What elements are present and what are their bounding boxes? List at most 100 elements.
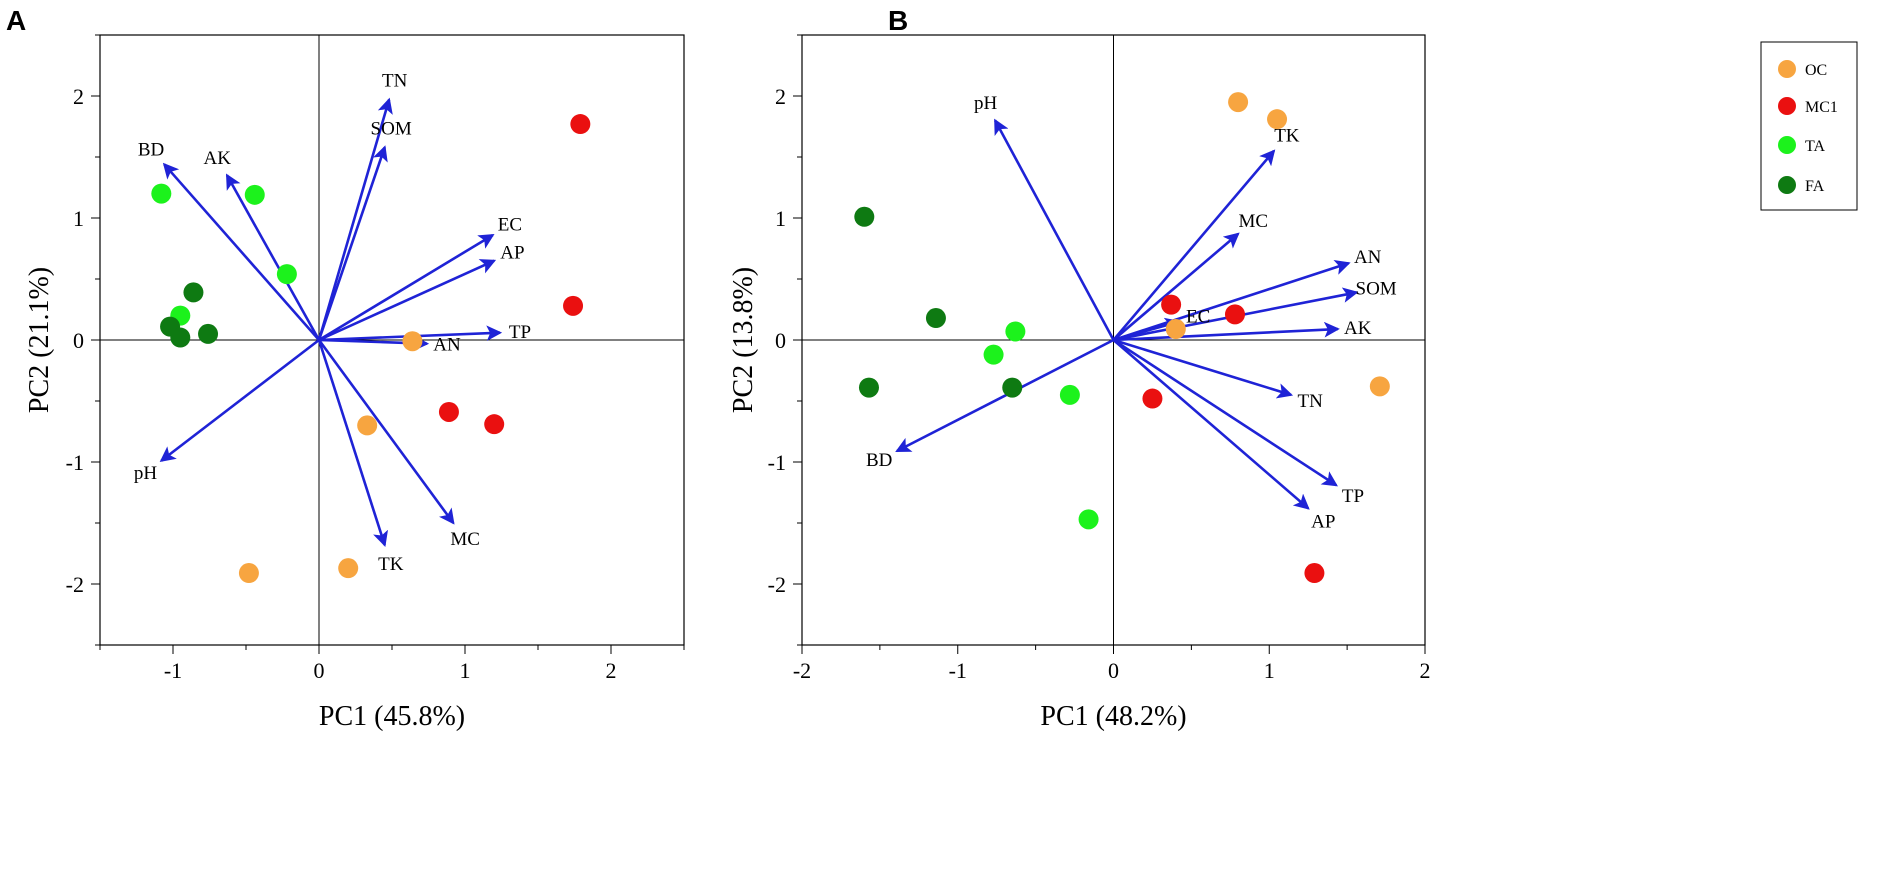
panel-b-vector-mc (1112, 232, 1240, 341)
panel-b-x-tick-label: -2 (793, 658, 811, 683)
panel-a-x-axis-title: PC1 (45.8%) (319, 701, 465, 732)
panel-b-vector-tk (1112, 149, 1276, 341)
panel-a-vector-label-mc: MC (450, 529, 480, 550)
panel-a-vector-ph (159, 338, 320, 463)
panel-a-point-mc1-3 (438, 401, 459, 422)
legend-label-oc: OC (1805, 62, 1827, 79)
legend-frame (1760, 41, 1858, 211)
panel-b-point-oc-2 (1267, 109, 1288, 130)
panel-b-point-fa-3 (858, 377, 879, 398)
panel-a-point-oc-3 (238, 563, 259, 584)
panel-a-x-tick-label: 2 (606, 658, 617, 683)
panel-b-vector-tp (1112, 338, 1338, 487)
panel-b-vector-label-mc: MC (1239, 211, 1269, 232)
panel-a-letter: A (6, 5, 26, 36)
panel-a-point-oc-4 (338, 558, 359, 579)
panel-a-point-mc1-2 (563, 295, 584, 316)
panel-b-vector-an (1113, 259, 1351, 342)
panel-b-y-tick-label: 2 (775, 84, 786, 109)
panel-b-vector-bd (895, 338, 1115, 453)
panel-a-vector-ak (225, 173, 321, 341)
panel-b-point-mc1-3 (1142, 388, 1163, 409)
panel-b-x-tick-label: 2 (1420, 658, 1431, 683)
panel-a-y-axis-title: PC2 (21.1%) (24, 267, 55, 413)
panel-a-point-fa-1 (183, 282, 204, 303)
panel-b-point-fa-1 (854, 206, 875, 227)
panel-a-vector-ec (318, 233, 495, 342)
panel-b-vector-tn (1113, 338, 1294, 399)
panel-a-vector-label-ak: AK (204, 148, 232, 169)
panel-b-vector-ph (993, 118, 1115, 341)
panel-a-y-tick-label: 1 (73, 206, 84, 231)
panel-a-y-tick-label: 0 (73, 328, 84, 353)
panel-b-vector-label-ph: pH (974, 93, 998, 114)
panel-b-point-ta-2 (983, 344, 1004, 365)
panel-b-point-mc1-2 (1224, 304, 1245, 325)
panel-b-vector-label-tn: TN (1297, 391, 1323, 412)
legend-marker-mc1 (1778, 97, 1796, 115)
panel-a-point-ta-2 (244, 184, 265, 205)
panel-a-point-fa-4 (198, 323, 219, 344)
panel-b-y-tick-label: 0 (775, 328, 786, 353)
panel-b-vector-label-som: SOM (1356, 279, 1397, 300)
panel-b-x-tick-label: -1 (949, 658, 967, 683)
panel-b-vector-label-ec: EC (1186, 306, 1210, 327)
panel-b-vector-ap (1112, 339, 1310, 510)
panel-a-vector-label-ec: EC (498, 215, 522, 236)
legend-label-ta: TA (1805, 138, 1825, 155)
panel-b-point-ta-4 (1078, 509, 1099, 530)
panel-a-vector-bd (162, 162, 320, 341)
panel-a-vector-mc (317, 339, 455, 525)
panel-b-point-fa-2 (925, 308, 946, 329)
panel-b-x-axis-title: PC1 (48.2%) (1040, 701, 1186, 732)
panel-b-point-oc-4 (1369, 376, 1390, 397)
panel-b-point-fa-4 (1002, 377, 1023, 398)
panel-a-vector-label-bd: BD (138, 139, 164, 160)
panel-b-vector-label-ap: AP (1311, 511, 1335, 532)
panel-a-vector-label-ap: AP (500, 242, 524, 263)
legend-marker-oc (1778, 60, 1796, 78)
panel-b-point-ta-3 (1059, 384, 1080, 405)
panel-b-point-mc1-4 (1304, 563, 1325, 584)
panel-b-point-oc-1 (1228, 92, 1249, 113)
panel-a-point-ta-3 (276, 264, 297, 285)
panel-a-vector-label-an: AN (433, 334, 461, 355)
panel-b-point-ta-1 (1005, 321, 1026, 342)
panel-b-x-tick-label: 1 (1264, 658, 1275, 683)
panel-b-x-tick-label: 0 (1108, 658, 1119, 683)
panel-b-vector-ak (1113, 321, 1340, 342)
panel-a-y-tick-label: -2 (66, 572, 84, 597)
panel-a-vector-label-tn: TN (382, 70, 408, 91)
panel-b-y-tick-label: -1 (768, 450, 786, 475)
panel-b-vector-label-ak: AK (1344, 318, 1372, 339)
panel-a-point-oc-2 (357, 415, 378, 436)
panel-a-x-tick-label: 1 (460, 658, 471, 683)
panel-b-vector-label-tp: TP (1342, 486, 1364, 507)
panel-a-point-mc1-1 (570, 114, 591, 135)
panel-a-plot: -1 0 1 2 -2 -1 0 1 2 PC1 (45.8%) PC2 (21.1%) TN SOM B… (24, 34, 685, 732)
panel-b-vector-label-an: AN (1354, 247, 1382, 268)
legend-marker-ta (1778, 136, 1796, 154)
panel-b-vector-label-bd: BD (866, 450, 892, 471)
panel-a-point-oc-1 (402, 331, 423, 352)
panel-a-point-ta-1 (151, 183, 172, 204)
panel-a-vector-label-tp: TP (509, 322, 531, 343)
legend-label-fa: FA (1805, 178, 1825, 195)
panel-b-y-tick-label: 1 (775, 206, 786, 231)
panel-b-point-mc1-1 (1161, 294, 1182, 315)
panel-b-letter: B (888, 5, 908, 36)
panel-a-vector-label-ph: pH (134, 463, 158, 484)
legend-label-mc1: MC1 (1805, 99, 1838, 116)
panel-a-x-tick-label: -1 (164, 658, 182, 683)
panel-a-vector-tk (317, 339, 389, 547)
panel-b-y-axis-title: PC2 (13.8%) (728, 267, 759, 413)
panel-a-y-tick-label: 2 (73, 84, 84, 109)
panel-b-vector-label-tk: TK (1274, 126, 1300, 147)
panel-b-point-oc-3 (1165, 319, 1186, 340)
panel-a-vector-tn (317, 97, 393, 341)
panel-a-vector-ap (318, 259, 497, 342)
panel-a-point-mc1-4 (484, 414, 505, 435)
panel-a-x-tick-label: 0 (314, 658, 325, 683)
panel-a-vector-label-tk: TK (378, 554, 404, 575)
